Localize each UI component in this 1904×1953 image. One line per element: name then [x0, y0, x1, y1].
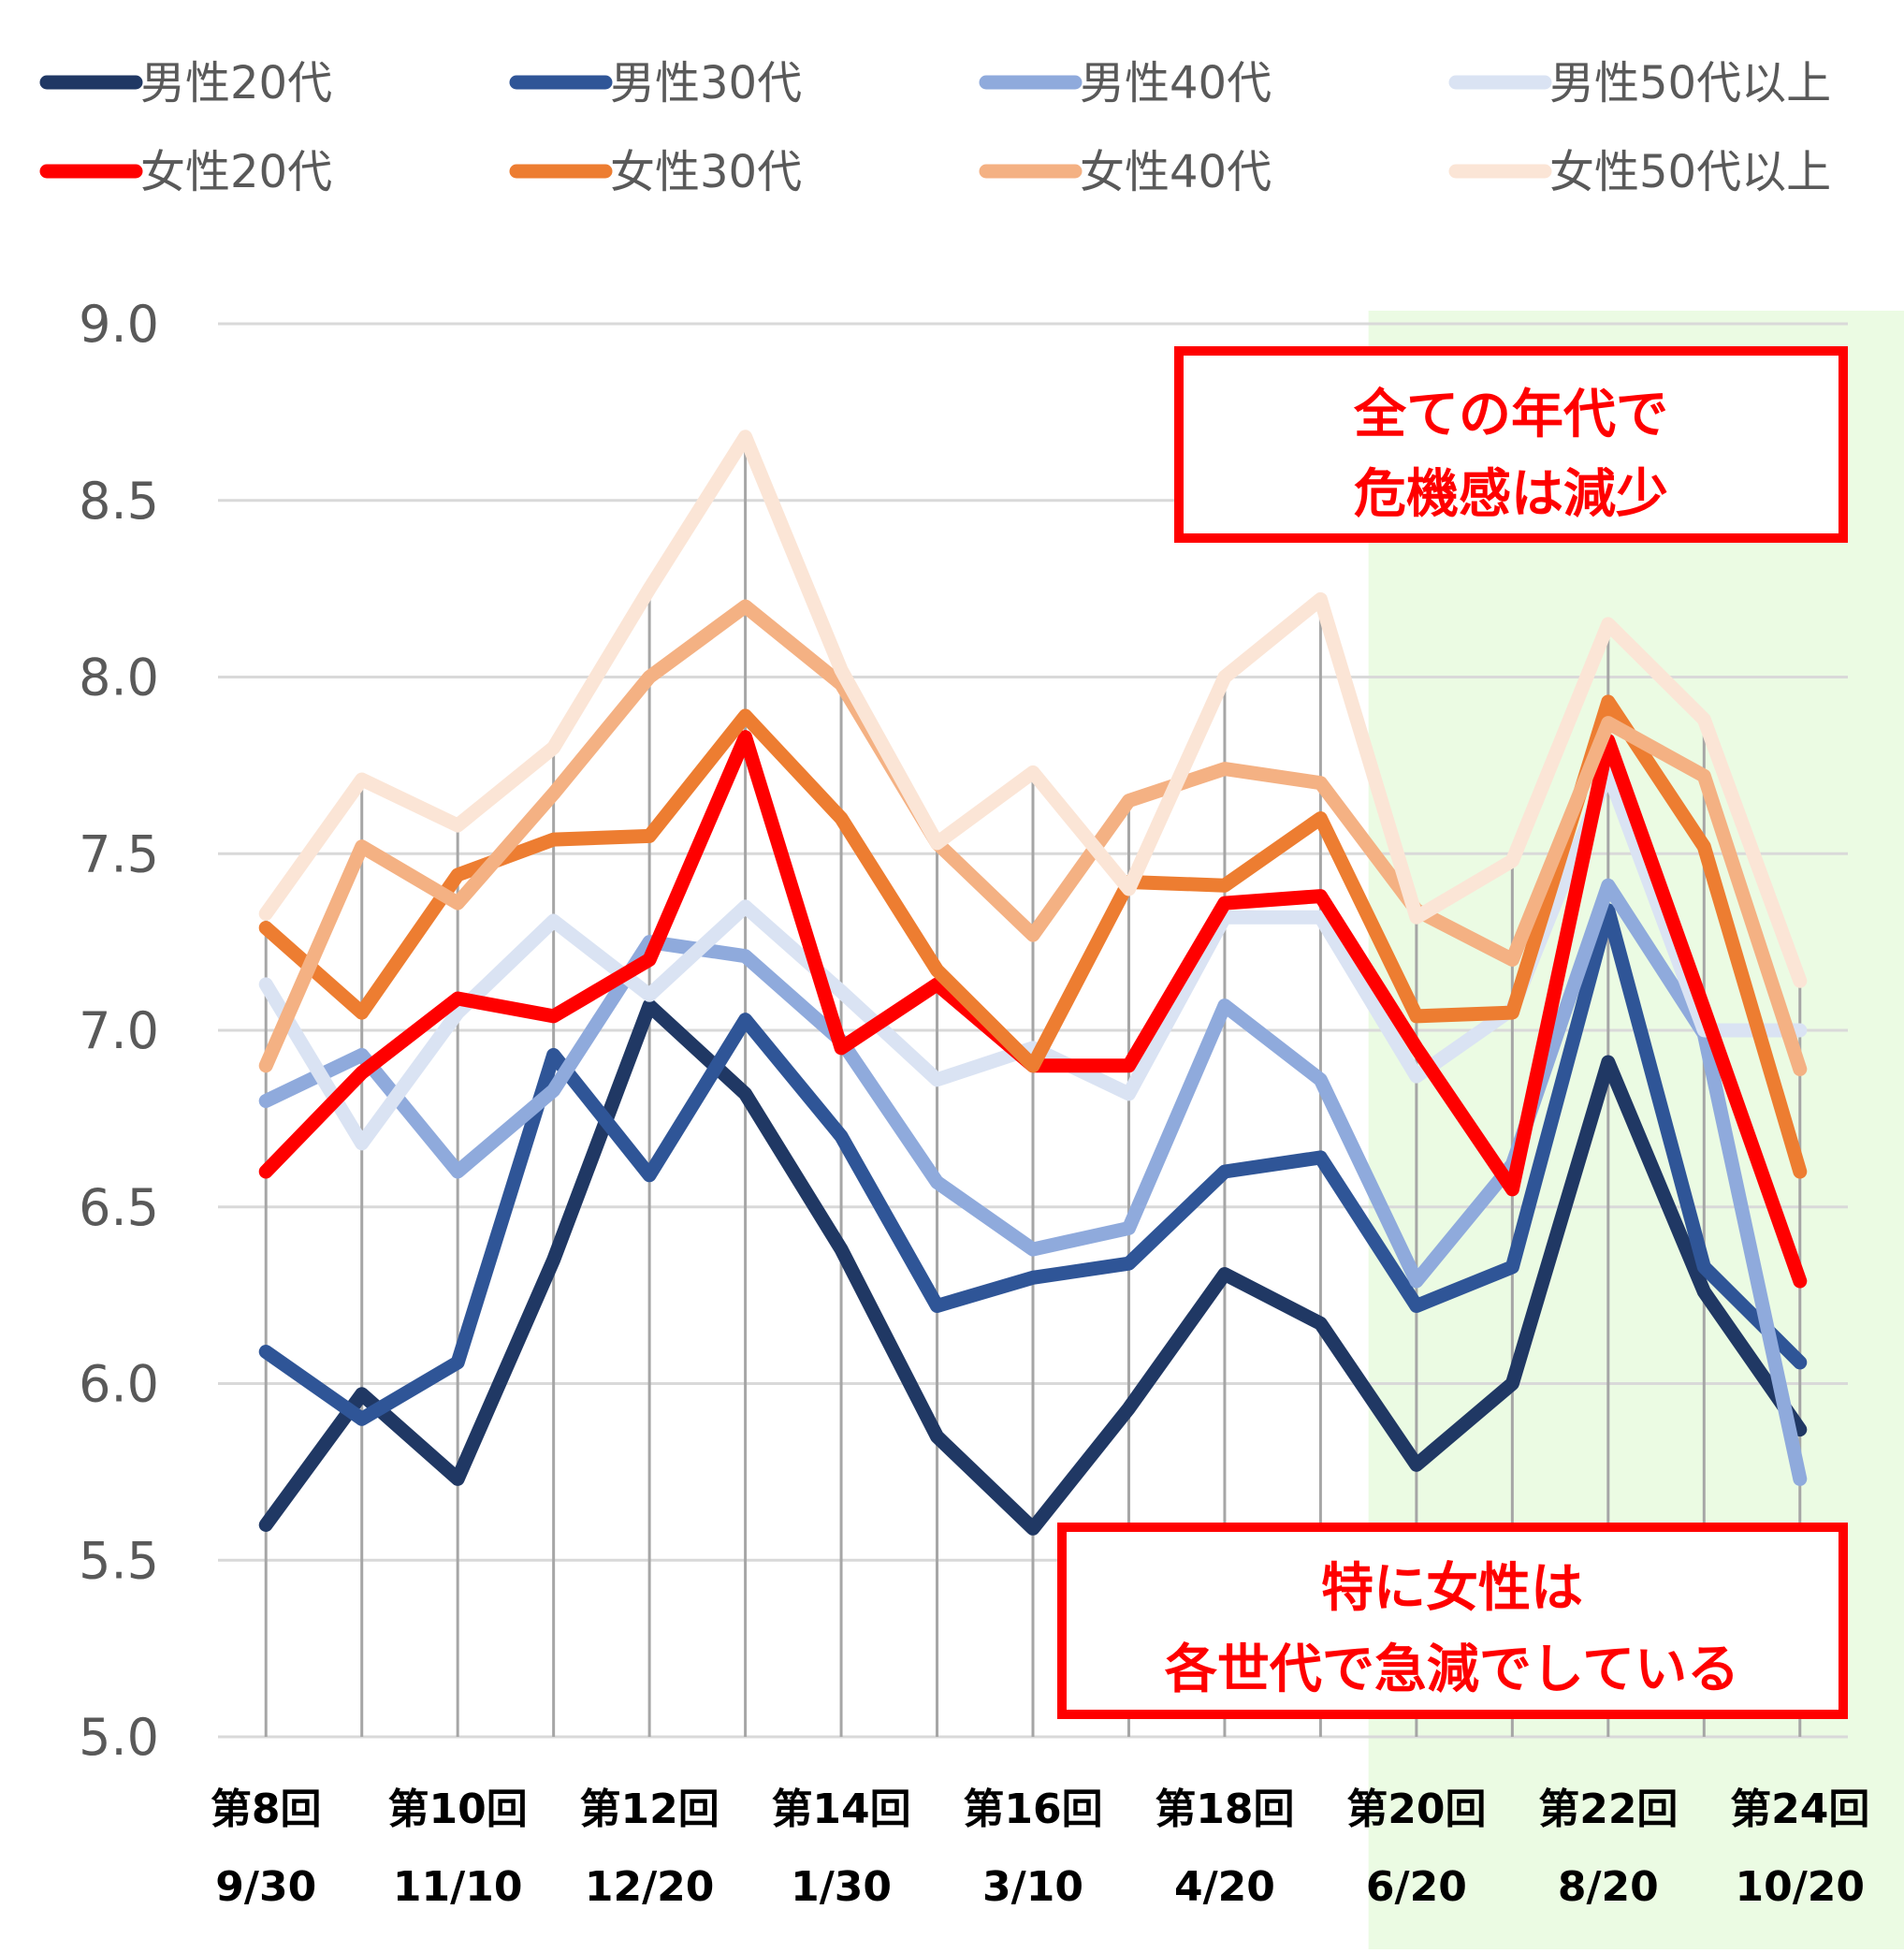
x-tick-date: 9/30 [215, 1863, 316, 1911]
series-line-6 [258, 694, 1808, 1179]
y-tick-label: 6.0 [79, 1355, 159, 1414]
x-tick-round: 第8回 [211, 1785, 322, 1833]
legend-label: 男性20代 [140, 57, 332, 109]
callout-box [1057, 1523, 1848, 1719]
y-tick-label: 5.0 [79, 1708, 159, 1767]
x-tick-date: 6/20 [1366, 1863, 1467, 1911]
y-tick-label: 8.5 [79, 472, 159, 531]
x-tick-date: 12/20 [585, 1863, 715, 1911]
y-tick-label: 9.0 [79, 295, 159, 354]
series-line-2 [258, 903, 1808, 1426]
x-tick-round: 第12回 [580, 1785, 719, 1833]
series-line-7 [258, 599, 1808, 1076]
x-tick-round: 第10回 [388, 1785, 528, 1833]
x-tick-round: 第18回 [1155, 1785, 1294, 1833]
legend-label: 女性50代以上 [1549, 146, 1831, 198]
legend-label: 女性30代 [610, 146, 802, 198]
y-tick-label: 8.0 [79, 649, 159, 707]
x-tick-round: 第14回 [771, 1785, 910, 1833]
x-tick-date: 11/10 [393, 1863, 523, 1911]
legend-label: 男性30代 [610, 57, 802, 109]
x-tick-round: 第24回 [1730, 1785, 1869, 1833]
y-tick-label: 6.5 [79, 1178, 159, 1237]
x-tick-date: 8/20 [1558, 1863, 1659, 1911]
legend-label: 男性50代以上 [1549, 57, 1831, 109]
callout-text: 全ての年代で [1353, 385, 1668, 445]
legend-label: 女性20代 [140, 146, 332, 198]
legend-label: 男性40代 [1080, 57, 1272, 109]
x-tick-date: 10/20 [1735, 1863, 1865, 1911]
callout-text: 各世代で急減でしている [1165, 1640, 1739, 1700]
callout-text: 特に女性は [1321, 1558, 1583, 1619]
x-tick-round: 第20回 [1346, 1785, 1486, 1833]
callout-text: 危機感は減少 [1354, 464, 1668, 525]
x-tick-round: 第16回 [963, 1785, 1102, 1833]
series-line-1 [258, 998, 1808, 1536]
callout-box [1174, 346, 1848, 543]
x-tick-date: 1/30 [791, 1863, 892, 1911]
y-tick-label: 7.0 [79, 1001, 159, 1060]
y-tick-label: 5.5 [79, 1531, 159, 1590]
y-tick-label: 7.5 [79, 824, 159, 883]
x-tick-date: 3/10 [982, 1863, 1083, 1911]
series-line-8 [258, 430, 1808, 988]
x-tick-round: 第22回 [1538, 1785, 1678, 1833]
legend-label: 女性40代 [1080, 146, 1272, 198]
x-tick-date: 4/20 [1174, 1863, 1275, 1911]
